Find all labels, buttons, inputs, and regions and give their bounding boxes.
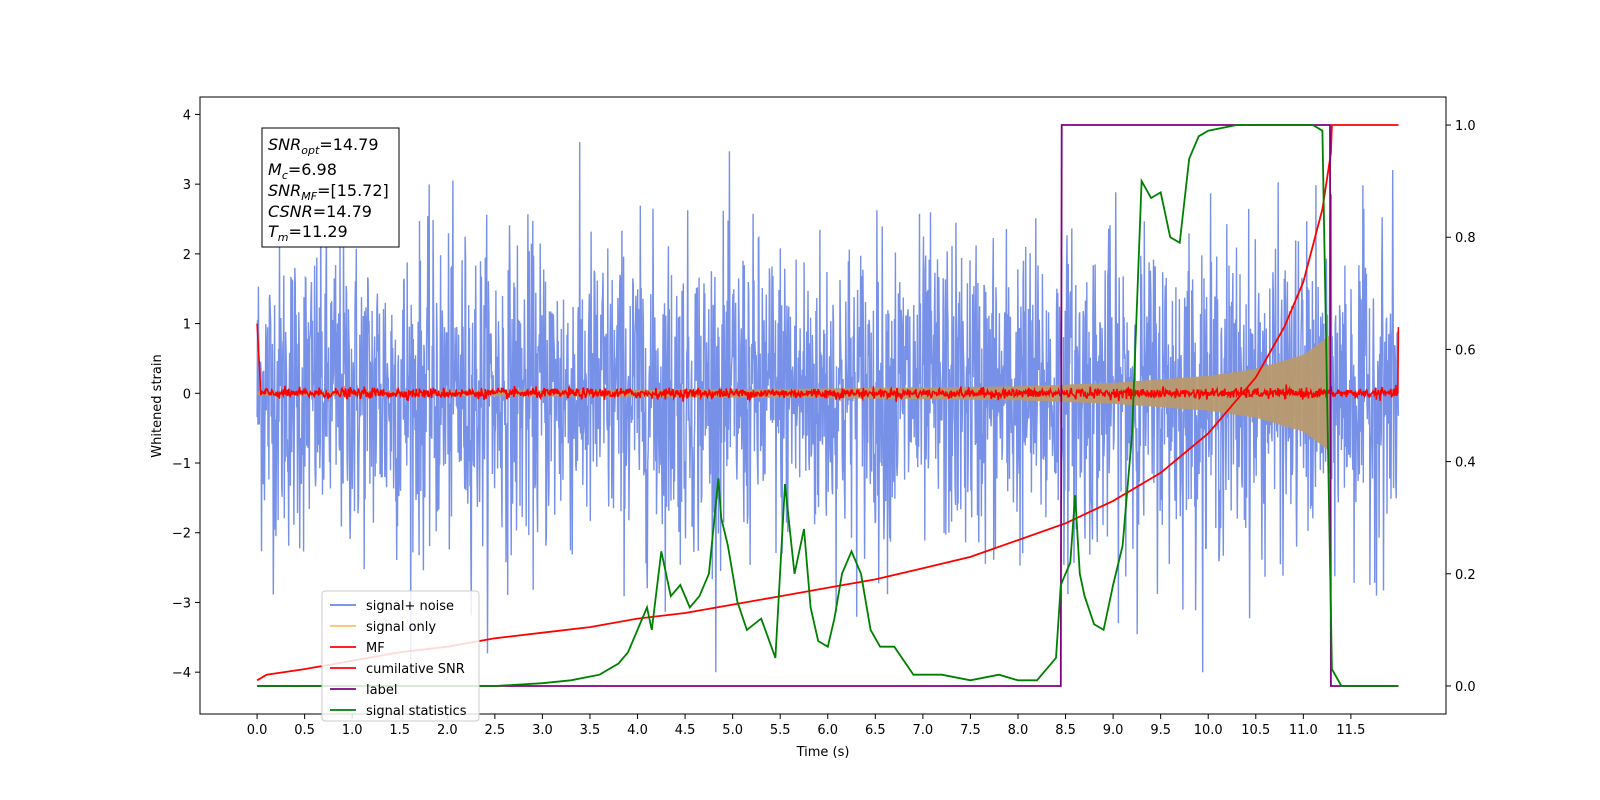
x-tick-label: 11.0 (1289, 723, 1318, 738)
plot-frame (199, 96, 1447, 715)
y-tick-label: −1 (172, 457, 191, 472)
y-tick-label: 2 (183, 248, 191, 263)
x-tick-label: 2.5 (485, 723, 506, 738)
x-tick-label: 7.0 (913, 723, 934, 738)
legend-entry: signal+ noise (366, 599, 454, 614)
info-mc: Mc=6.98 (268, 160, 337, 182)
x-tick-label: 6.5 (865, 723, 886, 738)
y2-tick-label: 1.0 (1455, 119, 1476, 134)
info-tm: Tm=11.29 (268, 222, 348, 244)
x-tick-label: 9.0 (1103, 723, 1124, 738)
legend-entry: cumilative SNR (366, 662, 465, 677)
y-axis-ticks: 4 3 2 1 0 −1 −2 −3 −4 (172, 108, 200, 681)
legend: signal+ noise signal only MF cumilative SNR… (321, 590, 480, 722)
info-snr-mf: SNRMF=[15.72] (268, 181, 389, 203)
x-tick-label: 1.5 (389, 723, 410, 738)
info-box-frame (261, 127, 400, 248)
y-tick-label: 3 (183, 178, 191, 193)
info-snr-opt: SNRopt=14.79 (268, 135, 379, 157)
y-tick-label: 1 (183, 318, 191, 333)
x-tick-label: 11.5 (1336, 723, 1365, 738)
x-tick-label: 6.0 (817, 723, 838, 738)
legend-entry: signal only (366, 620, 436, 635)
y2-tick-label: 0.4 (1455, 456, 1476, 471)
y-tick-label: −4 (172, 666, 191, 681)
y2-tick-label: 0.8 (1455, 231, 1476, 246)
x-tick-label: 1.0 (342, 723, 363, 738)
legend-entry: MF (366, 641, 385, 656)
x-axis-label: Time (s) (796, 745, 850, 760)
x-tick-label: 2.0 (437, 723, 458, 738)
x-tick-label: 4.5 (675, 723, 696, 738)
x-tick-label: 8.5 (1055, 723, 1076, 738)
y-tick-label: −3 (172, 596, 191, 611)
signal-noise-series (256, 142, 1400, 673)
signal-noise-line (256, 142, 1400, 673)
info-box: SNRopt=14.79 Mc=6.98 SNRMF=[15.72] CSNR=… (261, 127, 400, 248)
x-tick-label: 10.5 (1241, 723, 1270, 738)
y-tick-label: 0 (183, 387, 191, 402)
mf-series (256, 323, 1400, 403)
x-tick-label: 3.0 (532, 723, 553, 738)
x-tick-label: 4.0 (627, 723, 648, 738)
x-tick-label: 8.0 (1008, 723, 1029, 738)
x-tick-label: 10.0 (1194, 723, 1223, 738)
x-tick-label: 7.5 (960, 723, 981, 738)
x-axis-ticks: 0.0 0.5 1.0 1.5 2.0 2.5 3.0 3.5 4.0 4.5 5.0 5.5 6.0 6… (247, 714, 1365, 738)
x-tick-label: 3.5 (580, 723, 601, 738)
x-tick-label: 0.0 (247, 723, 268, 738)
mf-line (256, 323, 1400, 403)
y2-tick-label: 0.2 (1455, 568, 1476, 583)
y2-tick-label: 0.6 (1455, 343, 1476, 358)
y-axis-label: Whitened strain (150, 354, 165, 457)
x-tick-label: 9.5 (1150, 723, 1171, 738)
y-tick-label: 4 (183, 108, 191, 123)
legend-entry: signal statistics (366, 704, 467, 719)
y-tick-label: −2 (172, 527, 191, 542)
x-tick-label: 5.5 (770, 723, 791, 738)
legend-entry: label (366, 683, 397, 698)
x-tick-label: 0.5 (294, 723, 315, 738)
y2-axis-ticks: 1.0 0.8 0.6 0.4 0.2 0.0 (1446, 119, 1476, 695)
info-csnr: CSNR=14.79 (268, 202, 372, 221)
y2-tick-label: 0.0 (1455, 680, 1476, 695)
x-tick-label: 5.0 (722, 723, 743, 738)
legend-frame (321, 590, 480, 722)
signal-statistics-line (257, 124, 1399, 687)
